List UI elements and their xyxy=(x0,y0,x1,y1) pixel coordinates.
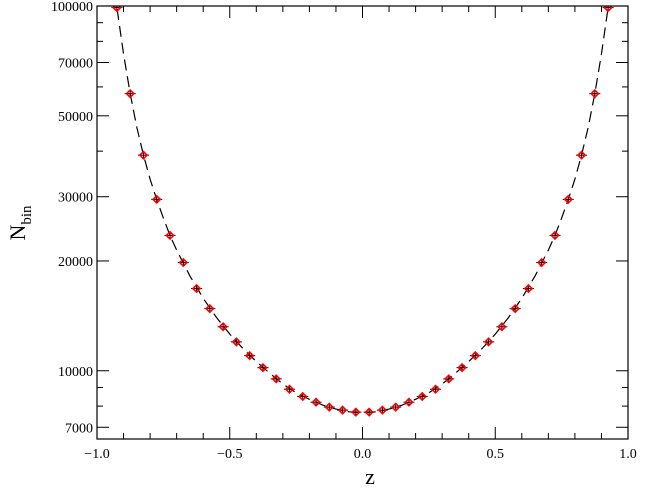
diamond-marker xyxy=(258,362,268,373)
diamond-marker xyxy=(510,303,520,314)
data-point xyxy=(522,283,534,294)
data-point xyxy=(323,402,335,412)
diamond-marker xyxy=(271,374,281,384)
diamond-marker xyxy=(590,88,600,99)
diamond-marker xyxy=(550,230,560,241)
data-point xyxy=(191,283,203,294)
diamond-marker xyxy=(390,402,401,412)
diamond-marker xyxy=(377,405,388,415)
diamond-marker xyxy=(457,362,467,373)
data-point xyxy=(469,350,481,361)
diamond-marker xyxy=(205,303,215,314)
y-tick-label: 20000 xyxy=(58,255,93,270)
x-axis: −1.0 −0.5 0.0 0.5 1.0 xyxy=(84,6,637,462)
data-point xyxy=(230,337,242,347)
x-tick-label: 0.5 xyxy=(487,447,505,462)
data-point xyxy=(443,374,455,384)
diamond-marker xyxy=(152,194,162,205)
data-point xyxy=(337,405,349,415)
diamond-marker xyxy=(165,230,175,241)
data-point xyxy=(137,150,149,160)
diamond-marker xyxy=(497,322,507,332)
diamond-marker xyxy=(298,391,308,402)
data-point xyxy=(509,303,521,314)
diamond-marker xyxy=(536,257,547,268)
y-axis-title: Nbin xyxy=(5,205,35,241)
data-point xyxy=(576,150,588,160)
y-axis: 7000 10000 20000 30000 50000 70000 100000 xyxy=(51,0,628,436)
diamond-marker xyxy=(218,322,228,332)
data-point xyxy=(270,374,282,384)
y-tick-label: 50000 xyxy=(58,110,93,125)
data-point xyxy=(562,194,574,205)
diamond-marker xyxy=(138,150,149,160)
diamond-marker xyxy=(404,397,414,407)
data-point xyxy=(217,322,229,332)
diamond-marker xyxy=(563,194,573,205)
diamond-marker xyxy=(351,407,361,417)
data-point xyxy=(390,402,402,412)
diamond-marker xyxy=(337,405,348,415)
diamond-marker xyxy=(191,283,202,294)
x-axis-title: z xyxy=(365,464,375,489)
data-point xyxy=(164,230,176,241)
diamond-marker xyxy=(244,350,255,361)
data-point xyxy=(283,384,295,394)
model-curve xyxy=(116,6,609,414)
data-point xyxy=(244,350,256,361)
x-tick-label: −1.0 xyxy=(84,447,109,462)
data-point xyxy=(456,362,468,373)
diamond-marker xyxy=(417,391,427,402)
plot-data xyxy=(111,6,614,417)
data-point xyxy=(376,405,388,415)
diamond-marker xyxy=(231,337,242,347)
data-point xyxy=(151,194,163,205)
y-tick-label: 30000 xyxy=(58,191,93,206)
diamond-marker xyxy=(178,257,189,268)
data-point xyxy=(310,397,322,407)
diamond-marker xyxy=(284,384,295,394)
diamond-marker xyxy=(430,384,441,394)
data-point xyxy=(496,322,508,332)
diamond-marker xyxy=(324,402,335,412)
data-point xyxy=(297,391,309,402)
data-point xyxy=(602,6,614,13)
data-point xyxy=(177,257,189,268)
data-point xyxy=(257,362,269,373)
x-tick-label: 0.0 xyxy=(354,447,372,462)
x-tick-label: −0.5 xyxy=(217,447,242,462)
diamond-marker xyxy=(483,337,494,347)
data-point xyxy=(204,303,216,314)
diamond-marker xyxy=(311,397,321,407)
diamond-marker xyxy=(364,407,374,417)
data-point xyxy=(430,384,442,394)
y-tick-label: 100000 xyxy=(51,0,93,15)
data-point xyxy=(416,391,428,402)
data-point xyxy=(403,397,415,407)
data-point xyxy=(350,407,362,417)
y-tick-label: 70000 xyxy=(58,57,93,72)
data-point xyxy=(549,230,561,241)
y-axis-title-main: N xyxy=(5,225,30,241)
y-tick-label: 10000 xyxy=(58,365,93,380)
y-tick-label: 7000 xyxy=(65,421,93,436)
diamond-marker xyxy=(125,88,135,99)
plot-frame xyxy=(96,5,629,440)
data-point xyxy=(589,88,601,99)
data-point xyxy=(536,257,548,268)
data-point xyxy=(124,88,136,99)
x-tick-label: 1.0 xyxy=(619,447,637,462)
data-point xyxy=(483,337,495,347)
diamond-marker xyxy=(444,374,454,384)
y-axis-title-subscript: bin xyxy=(19,205,35,225)
data-point xyxy=(363,407,375,417)
data-point xyxy=(111,6,123,13)
diamond-marker xyxy=(523,283,534,294)
diamond-marker xyxy=(576,150,587,160)
diamond-marker xyxy=(470,350,481,361)
